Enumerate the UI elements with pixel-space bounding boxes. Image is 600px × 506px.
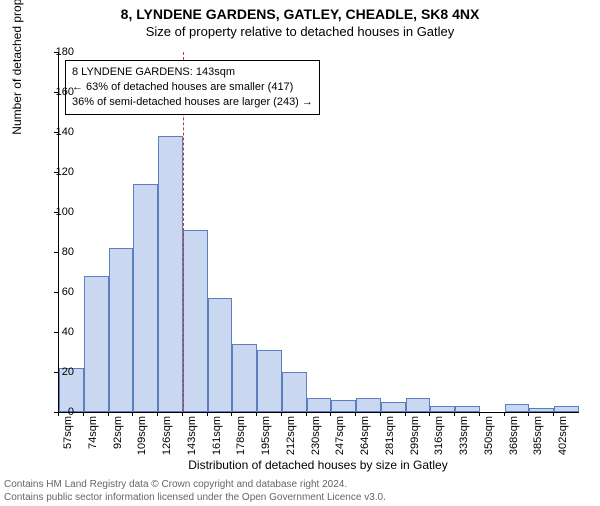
x-tick-label: 385sqm bbox=[532, 416, 544, 455]
bar bbox=[208, 298, 233, 412]
x-tick-mark bbox=[479, 412, 480, 416]
x-tick-label: 402sqm bbox=[557, 416, 569, 455]
bar bbox=[307, 398, 332, 412]
y-tick-mark bbox=[54, 332, 58, 333]
bar bbox=[232, 344, 257, 412]
x-tick-mark bbox=[83, 412, 84, 416]
bar bbox=[430, 406, 455, 412]
bar bbox=[406, 398, 431, 412]
x-tick-mark bbox=[58, 412, 59, 416]
chart-title-sub: Size of property relative to detached ho… bbox=[0, 24, 600, 39]
x-tick-label: 92sqm bbox=[112, 416, 124, 449]
bar bbox=[282, 372, 307, 412]
bar bbox=[158, 136, 183, 412]
y-tick-mark bbox=[54, 132, 58, 133]
annotation-line-1: 8 LYNDENE GARDENS: 143sqm bbox=[72, 65, 313, 80]
bar bbox=[356, 398, 381, 412]
x-tick-label: 57sqm bbox=[62, 416, 74, 449]
x-tick-label: 126sqm bbox=[161, 416, 173, 455]
y-tick-label: 160 bbox=[44, 86, 74, 98]
bar bbox=[381, 402, 406, 412]
x-tick-mark bbox=[256, 412, 257, 416]
x-tick-mark bbox=[553, 412, 554, 416]
x-tick-label: 316sqm bbox=[433, 416, 445, 455]
y-tick-mark bbox=[54, 92, 58, 93]
footer-line-1: Contains HM Land Registry data © Crown c… bbox=[4, 479, 386, 492]
bar bbox=[84, 276, 109, 412]
y-tick-mark bbox=[54, 52, 58, 53]
x-tick-mark bbox=[380, 412, 381, 416]
y-tick-mark bbox=[54, 252, 58, 253]
x-tick-mark bbox=[108, 412, 109, 416]
plot-area: 8 LYNDENE GARDENS: 143sqm ← 63% of detac… bbox=[58, 52, 579, 413]
bar bbox=[505, 404, 530, 412]
x-tick-label: 350sqm bbox=[483, 416, 495, 455]
bar bbox=[331, 400, 356, 412]
y-tick-label: 60 bbox=[44, 286, 74, 298]
y-tick-label: 120 bbox=[44, 166, 74, 178]
x-tick-mark bbox=[132, 412, 133, 416]
histogram-chart: 8, LYNDENE GARDENS, GATLEY, CHEADLE, SK8… bbox=[0, 6, 600, 506]
bar bbox=[257, 350, 282, 412]
y-tick-label: 100 bbox=[44, 206, 74, 218]
y-tick-label: 80 bbox=[44, 246, 74, 258]
x-tick-mark bbox=[306, 412, 307, 416]
bar bbox=[554, 406, 579, 412]
bar bbox=[133, 184, 158, 412]
x-tick-mark bbox=[454, 412, 455, 416]
annotation-line-2: ← 63% of detached houses are smaller (41… bbox=[72, 80, 313, 95]
x-tick-mark bbox=[330, 412, 331, 416]
x-tick-mark bbox=[405, 412, 406, 416]
y-tick-label: 180 bbox=[44, 46, 74, 58]
x-tick-mark bbox=[355, 412, 356, 416]
y-tick-label: 140 bbox=[44, 126, 74, 138]
x-tick-mark bbox=[231, 412, 232, 416]
y-tick-mark bbox=[54, 212, 58, 213]
bar bbox=[529, 408, 554, 412]
x-tick-label: 195sqm bbox=[260, 416, 272, 455]
y-tick-mark bbox=[54, 172, 58, 173]
x-tick-label: 178sqm bbox=[235, 416, 247, 455]
x-tick-label: 143sqm bbox=[186, 416, 198, 455]
x-tick-label: 74sqm bbox=[87, 416, 99, 449]
annotation-box: 8 LYNDENE GARDENS: 143sqm ← 63% of detac… bbox=[65, 60, 320, 115]
chart-footer: Contains HM Land Registry data © Crown c… bbox=[4, 479, 386, 504]
x-tick-label: 230sqm bbox=[310, 416, 322, 455]
x-tick-label: 368sqm bbox=[508, 416, 520, 455]
x-tick-label: 109sqm bbox=[136, 416, 148, 455]
y-tick-label: 20 bbox=[44, 366, 74, 378]
x-tick-mark bbox=[182, 412, 183, 416]
x-tick-mark bbox=[207, 412, 208, 416]
y-tick-label: 40 bbox=[44, 326, 74, 338]
bar bbox=[183, 230, 208, 412]
annotation-line-3: 36% of semi-detached houses are larger (… bbox=[72, 95, 313, 110]
x-tick-mark bbox=[528, 412, 529, 416]
bar bbox=[109, 248, 134, 412]
x-tick-mark bbox=[157, 412, 158, 416]
footer-line-2: Contains public sector information licen… bbox=[4, 492, 386, 505]
y-tick-mark bbox=[54, 372, 58, 373]
x-tick-label: 212sqm bbox=[285, 416, 297, 455]
y-axis-label: Number of detached properties bbox=[10, 0, 24, 232]
x-tick-label: 333sqm bbox=[458, 416, 470, 455]
x-tick-mark bbox=[281, 412, 282, 416]
x-tick-mark bbox=[504, 412, 505, 416]
chart-title-main: 8, LYNDENE GARDENS, GATLEY, CHEADLE, SK8… bbox=[0, 6, 600, 22]
x-axis-label: Distribution of detached houses by size … bbox=[58, 458, 578, 472]
x-tick-label: 299sqm bbox=[409, 416, 421, 455]
bar bbox=[455, 406, 480, 412]
x-tick-label: 161sqm bbox=[211, 416, 223, 455]
y-tick-mark bbox=[54, 292, 58, 293]
x-tick-mark bbox=[429, 412, 430, 416]
x-tick-label: 247sqm bbox=[334, 416, 346, 455]
x-tick-label: 281sqm bbox=[384, 416, 396, 455]
x-tick-label: 264sqm bbox=[359, 416, 371, 455]
